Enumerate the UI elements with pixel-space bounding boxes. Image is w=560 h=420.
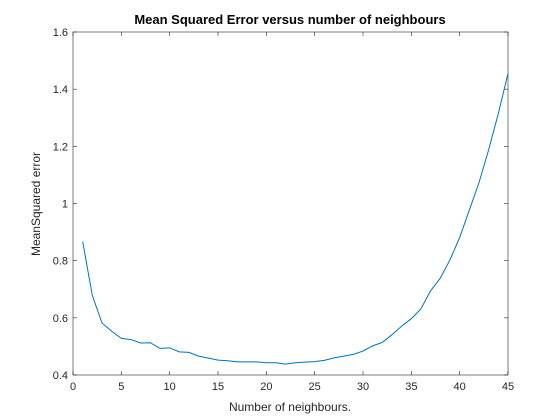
x-axis: 0 5 10 15 20 25 30 35 40 45 — [70, 32, 514, 393]
y-axis-label: MeanSquared error — [29, 152, 43, 256]
chart-title: Mean Squared Error versus number of neig… — [134, 12, 445, 27]
y-tick-label: 1 — [62, 199, 68, 211]
plot-area — [72, 31, 509, 376]
y-tick-label: 1.6 — [53, 27, 68, 39]
y-tick-label: 1.2 — [53, 141, 68, 153]
x-tick-label: 15 — [212, 381, 224, 393]
x-tick-label: 0 — [70, 381, 76, 393]
y-tick-label: 0.8 — [53, 256, 68, 268]
x-tick-label: 40 — [454, 381, 466, 393]
y-tick-label: 1.4 — [53, 84, 68, 96]
y-tick-label: 0.6 — [53, 313, 68, 325]
x-axis-label: Number of neighbours. — [229, 400, 351, 414]
y-axis: 0.4 0.6 0.8 1 1.2 1.4 1.6 — [53, 27, 508, 382]
x-tick-label: 5 — [118, 381, 124, 393]
x-tick-label: 20 — [260, 381, 272, 393]
y-tick-label: 0.4 — [53, 370, 68, 382]
x-tick-label: 45 — [502, 381, 514, 393]
mse-series-line — [82, 73, 509, 365]
x-tick-label: 25 — [309, 381, 321, 393]
x-tick-label: 10 — [164, 381, 176, 393]
x-tick-label: 35 — [405, 381, 417, 393]
x-tick-label: 30 — [357, 381, 369, 393]
